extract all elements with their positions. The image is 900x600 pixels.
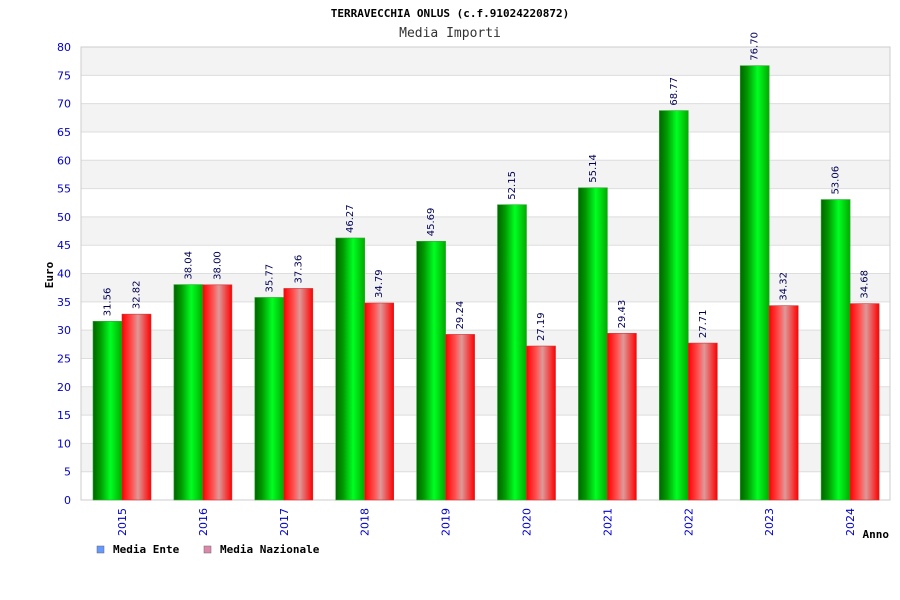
bar-media-nazionale-2017 — [283, 288, 314, 501]
bar-media-ente-2017 — [254, 297, 285, 501]
legend: Media Ente Media Nazionale — [96, 543, 320, 556]
y-tick-label: 65 — [57, 126, 71, 139]
data-label: 27.19 — [536, 312, 547, 341]
data-label: 45.69 — [426, 208, 437, 237]
y-tick-label: 30 — [57, 324, 71, 337]
x-tick-label: 2020 — [521, 508, 534, 536]
bar-media-ente-2023 — [739, 65, 770, 501]
bar-media-nazionale-2023 — [768, 305, 799, 501]
y-tick-label: 40 — [57, 268, 71, 281]
x-tick-label: 2015 — [116, 508, 129, 536]
data-label: 35.77 — [264, 264, 275, 293]
bar-media-ente-2018 — [335, 237, 366, 501]
y-tick-label: 5 — [64, 466, 71, 479]
bar-media-ente-2021 — [578, 187, 608, 501]
bar-media-nazionale-2015 — [121, 313, 152, 501]
x-tick-label: 2018 — [359, 508, 372, 536]
y-tick-label: 20 — [57, 381, 71, 394]
x-tick-label: 2024 — [844, 508, 857, 536]
y-tick-label: 10 — [57, 437, 71, 450]
y-tick-label: 0 — [64, 494, 71, 507]
data-label: 38.04 — [183, 251, 194, 280]
y-tick-label: 60 — [57, 154, 71, 167]
data-label: 27.71 — [698, 309, 709, 338]
bar-media-ente-2024 — [820, 199, 851, 501]
data-label: 32.82 — [132, 281, 143, 310]
x-tick-label: 2023 — [763, 508, 776, 536]
bar-media-nazionale-2018 — [364, 302, 395, 501]
data-label: 31.56 — [103, 288, 114, 317]
data-label: 34.68 — [860, 270, 871, 299]
data-label: 34.32 — [779, 272, 790, 301]
bars — [92, 65, 880, 501]
y-tick-label: 45 — [57, 239, 71, 252]
x-tick-label: 2022 — [682, 508, 695, 536]
bar-media-nazionale-2016 — [202, 284, 233, 501]
data-labels: 31.56 32.82 38.04 38.00 35.77 37.36 46.27 34.79… — [103, 32, 871, 341]
y-tick-label: 55 — [57, 183, 71, 196]
bar-media-nazionale-2019 — [445, 334, 475, 501]
bar-media-ente-2019 — [416, 240, 446, 501]
legend-swatch-media-nazionale — [203, 545, 212, 554]
legend-swatch-media-ente — [96, 545, 105, 554]
bar-media-nazionale-2021 — [607, 333, 637, 501]
data-label: 29.24 — [455, 301, 466, 330]
bar-media-ente-2015 — [92, 320, 123, 501]
bar-media-nazionale-2022 — [687, 342, 718, 501]
data-label: 55.14 — [588, 154, 599, 183]
data-label: 29.43 — [617, 300, 628, 329]
legend-label-media-ente: Media Ente — [113, 543, 180, 556]
y-tick-label: 50 — [57, 211, 71, 224]
data-label: 52.15 — [507, 171, 518, 200]
y-tick-label: 75 — [57, 69, 71, 82]
data-label: 37.36 — [293, 255, 304, 284]
bar-media-ente-2022 — [658, 110, 689, 501]
y-axis-label: Euro — [43, 261, 56, 288]
bar-media-ente-2020 — [497, 204, 527, 501]
data-label: 34.79 — [374, 269, 385, 298]
x-tick-label: 2017 — [278, 508, 291, 536]
y-tick-label: 80 — [57, 41, 71, 54]
y-tick-label: 15 — [57, 409, 71, 422]
x-tick-label: 2019 — [440, 508, 453, 536]
data-label: 68.77 — [669, 77, 680, 106]
y-axis-ticks: 0 5 10 15 20 25 30 35 40 45 50 55 60 65 70 75 80 — [57, 41, 71, 507]
plot-border — [80, 46, 891, 501]
bar-media-nazionale-2020 — [526, 345, 556, 501]
x-tick-label: 2016 — [197, 508, 210, 536]
bar-media-ente-2016 — [173, 284, 204, 501]
y-tick-label: 25 — [57, 352, 71, 365]
data-label: 38.00 — [212, 251, 223, 280]
data-label: 46.27 — [345, 204, 356, 233]
x-axis-label: Anno — [863, 528, 890, 541]
legend-label-media-nazionale: Media Nazionale — [220, 543, 320, 556]
y-tick-label: 35 — [57, 296, 71, 309]
chart-subtitle: Media Importi — [399, 26, 501, 41]
data-label: 53.06 — [831, 166, 842, 195]
chart-title: TERRAVECCHIA ONLUS (c.f.91024220872) — [331, 7, 569, 20]
data-label: 76.70 — [750, 32, 761, 61]
bar-media-nazionale-2024 — [849, 303, 880, 501]
x-tick-label: 2021 — [601, 508, 614, 536]
y-tick-label: 70 — [57, 98, 71, 111]
x-axis-ticks: 2015 2016 2017 2018 2019 2020 2021 2022 2023 2024 — [116, 508, 857, 536]
